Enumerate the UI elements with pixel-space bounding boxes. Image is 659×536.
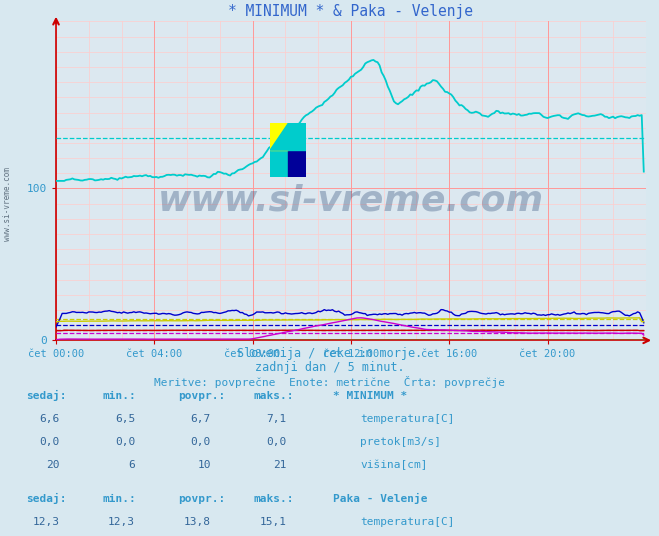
Text: Meritve: povprečne  Enote: metrične  Črta: povprečje: Meritve: povprečne Enote: metrične Črta:… bbox=[154, 376, 505, 388]
Text: maks.:: maks.: bbox=[254, 391, 294, 401]
Text: Paka - Velenje: Paka - Velenje bbox=[333, 493, 427, 504]
Text: 6,5: 6,5 bbox=[115, 414, 135, 425]
Text: 15,1: 15,1 bbox=[260, 517, 287, 527]
Title: * MINIMUM * & Paka - Velenje: * MINIMUM * & Paka - Velenje bbox=[229, 4, 473, 19]
Text: 0,0: 0,0 bbox=[190, 437, 211, 448]
Text: 21: 21 bbox=[273, 460, 287, 471]
Polygon shape bbox=[270, 123, 289, 150]
Text: 12,3: 12,3 bbox=[108, 517, 135, 527]
Polygon shape bbox=[289, 123, 306, 150]
Bar bbox=[270, 150, 289, 177]
Text: 6,7: 6,7 bbox=[190, 414, 211, 425]
Text: * MINIMUM *: * MINIMUM * bbox=[333, 391, 407, 401]
Text: 6,6: 6,6 bbox=[39, 414, 59, 425]
Polygon shape bbox=[270, 123, 289, 150]
Text: Slovenija / reke in morje.: Slovenija / reke in morje. bbox=[237, 347, 422, 360]
Text: 13,8: 13,8 bbox=[184, 517, 211, 527]
Text: pretok[m3/s]: pretok[m3/s] bbox=[360, 437, 442, 448]
Text: 0,0: 0,0 bbox=[39, 437, 59, 448]
Text: min.:: min.: bbox=[102, 391, 136, 401]
Text: višina[cm]: višina[cm] bbox=[360, 460, 428, 471]
Text: maks.:: maks.: bbox=[254, 494, 294, 504]
Text: 6: 6 bbox=[129, 460, 135, 471]
Text: 7,1: 7,1 bbox=[266, 414, 287, 425]
Text: 20: 20 bbox=[46, 460, 59, 471]
Text: www.si-vreme.com: www.si-vreme.com bbox=[158, 183, 544, 217]
Text: povpr.:: povpr.: bbox=[178, 494, 225, 504]
Text: 0,0: 0,0 bbox=[266, 437, 287, 448]
Text: min.:: min.: bbox=[102, 494, 136, 504]
Text: sedaj:: sedaj: bbox=[26, 390, 67, 401]
Text: zadnji dan / 5 minut.: zadnji dan / 5 minut. bbox=[254, 361, 405, 374]
Text: temperatura[C]: temperatura[C] bbox=[360, 414, 455, 425]
Text: 10: 10 bbox=[198, 460, 211, 471]
Text: 12,3: 12,3 bbox=[32, 517, 59, 527]
Text: www.si-vreme.com: www.si-vreme.com bbox=[3, 167, 13, 241]
Text: povpr.:: povpr.: bbox=[178, 391, 225, 401]
Text: temperatura[C]: temperatura[C] bbox=[360, 517, 455, 527]
Bar bbox=[289, 150, 306, 177]
Text: sedaj:: sedaj: bbox=[26, 493, 67, 504]
Text: 0,0: 0,0 bbox=[115, 437, 135, 448]
